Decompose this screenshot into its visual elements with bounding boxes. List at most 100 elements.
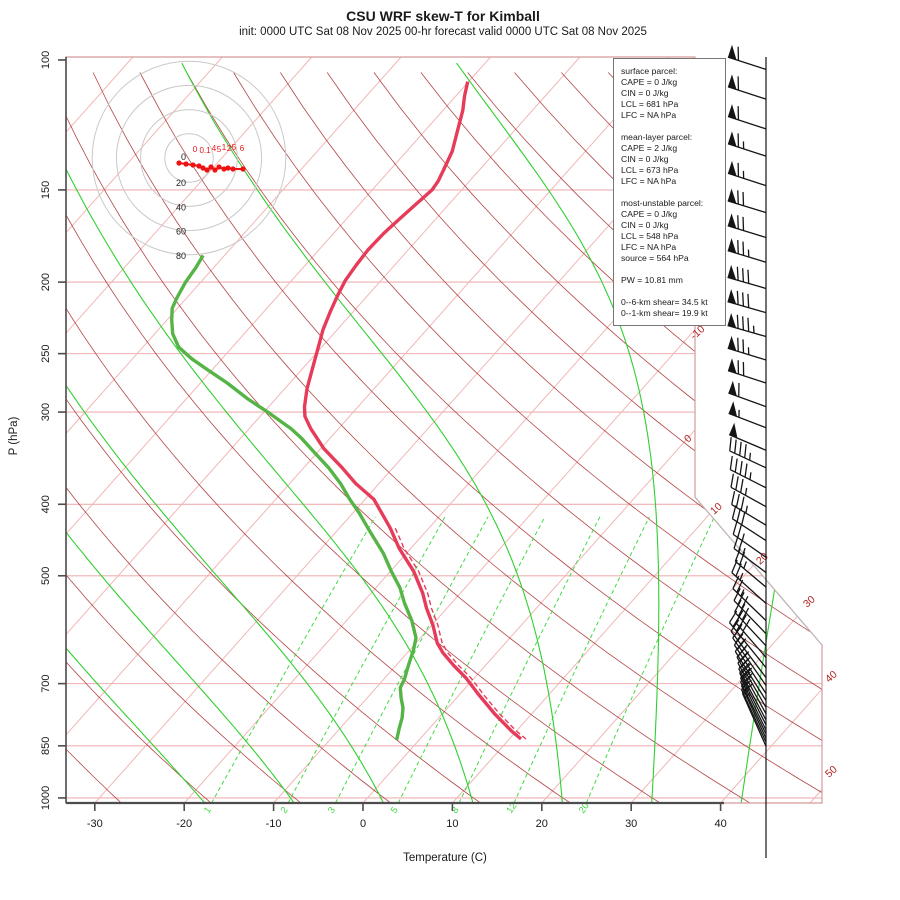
dry-adiabat-line (139, 72, 822, 803)
wind-barb (740, 675, 767, 739)
hodograph-point-label: 0 (193, 145, 198, 154)
isotherm-line (66, 57, 223, 803)
dry-adiabat-line (66, 72, 391, 803)
dry-adiabat-line (748, 72, 822, 803)
hodograph-ring-label: 40 (176, 202, 186, 212)
hodograph-point (190, 162, 196, 168)
mixing-ratio-line (335, 516, 489, 803)
parcel-info-section: most-unstable parcel: CAPE = 0 J/kg CIN = … (621, 198, 725, 264)
hodograph-ring (115, 84, 263, 232)
wind-barb (728, 422, 767, 451)
mixing-ratio-line (458, 516, 601, 803)
y-tick-label: 700 (40, 674, 52, 692)
wind-barb (727, 312, 767, 338)
isotherm-label: 50 (823, 763, 840, 780)
hodograph-point-label: 5 (217, 145, 222, 154)
mixing-ratio-label: 2 (279, 805, 291, 816)
wind-barb (729, 455, 767, 489)
wind-barb (727, 188, 767, 214)
hodograph-point (196, 163, 202, 169)
x-tick-label: -20 (176, 818, 192, 830)
y-tick-label: 500 (40, 567, 52, 585)
dry-adiabat-line (66, 72, 661, 803)
hodograph-ring-label: 60 (176, 227, 186, 237)
hodograph-point-label: 1 (222, 143, 227, 152)
mixing-ratio-line (513, 516, 650, 803)
y-tick-label: 400 (40, 495, 52, 513)
moist-adiabat-line (66, 62, 474, 803)
isotherm-label: 0 (682, 432, 694, 445)
mixing-ratio-label: 3 (326, 805, 338, 816)
moist-adiabat-line (456, 62, 660, 803)
parcel-info-line: LCL = 673 hPa (621, 165, 679, 175)
y-tick-label: 100 (40, 51, 52, 69)
mixing-ratio-line (211, 516, 376, 803)
mixing-ratio-label: 8 (450, 805, 462, 816)
parcel-info-line: source = 564 hPa (621, 253, 689, 263)
parcel-info-box: surface parcel: CAPE = 0 J/kg CIN = 0 J/kg… (613, 58, 726, 326)
moist-adiabat-line (66, 62, 384, 803)
parcel-section-header: most-unstable parcel: (621, 198, 704, 208)
hodograph-point-label: 2 (227, 144, 232, 153)
hodograph-point-label: 4 (212, 144, 217, 153)
wind-barb (731, 491, 767, 526)
parcel-info-line: CIN = 0 J/kg (621, 220, 669, 230)
parcel-info-section: mean-layer parcel: CAPE = 2 J/kg CIN = 0 J… (621, 132, 725, 187)
x-tick-label: 20 (536, 818, 548, 830)
mixing-ratio-line (585, 516, 715, 803)
dry-adiabat-line (66, 72, 122, 803)
parcel-info-line: CIN = 0 J/kg (621, 154, 669, 164)
dry-adiabat-line (280, 72, 822, 803)
hodograph-ring (91, 60, 287, 256)
wind-barb (734, 599, 767, 647)
parcel-info-line: 0--6-km shear= 34.5 kt (621, 297, 708, 307)
y-tick-label: 300 (40, 403, 52, 421)
wind-barb (727, 335, 767, 361)
moist-adiabat-line (66, 63, 206, 803)
wind-barb (728, 610, 767, 669)
temperature-curve (302, 81, 523, 741)
hodograph-point (200, 165, 206, 171)
wind-barb (733, 588, 767, 635)
virtual-temperature-curve (394, 527, 527, 740)
parcel-info-line: LCL = 548 hPa (621, 231, 679, 241)
isotherm-line (66, 57, 313, 803)
wind-barb (727, 44, 767, 71)
x-tick-label: 10 (446, 818, 458, 830)
y-tick-label: 850 (40, 737, 52, 755)
dry-adiabat-line (66, 72, 302, 803)
chart-title: CSU WRF skew-T for Kimball (346, 8, 540, 24)
mixing-ratio-label: 20 (577, 801, 592, 816)
hodograph-ring-label: 80 (176, 251, 186, 261)
dry-adiabat-line (0, 73, 32, 804)
y-tick-label: 200 (40, 273, 52, 291)
dry-adiabat-line (233, 72, 822, 803)
parcel-info-line: LFC = NA hPa (621, 242, 677, 252)
isotherm-label: 30 (801, 593, 818, 610)
hodograph-ring (164, 133, 214, 183)
mixing-ratio-labels: 1 2 3 5 8 12 20 (202, 801, 592, 816)
isotherm-line (66, 57, 491, 803)
plot-region-diagonal (694, 496, 823, 646)
wind-barb (727, 358, 767, 384)
wind-barb (732, 520, 767, 558)
parcel-info-line: LCL = 681 hPa (621, 99, 679, 109)
wind-barb (728, 380, 767, 408)
wind-barb (728, 401, 767, 429)
wind-barb (727, 264, 767, 290)
isotherm-line (66, 57, 402, 803)
isotherm-line (0, 57, 44, 803)
parcel-section-header: mean-layer parcel: (621, 132, 693, 142)
parcel-section-header: surface parcel: (621, 66, 678, 76)
isotherm-line (66, 57, 581, 803)
hodograph-ring-label: 20 (176, 178, 186, 188)
wind-barb (727, 289, 767, 314)
hodograph-point (240, 166, 246, 172)
x-tick-label: 40 (714, 818, 726, 830)
hodograph-ring (140, 109, 238, 207)
dry-adiabat-line (66, 72, 751, 803)
wind-barb (727, 131, 767, 157)
